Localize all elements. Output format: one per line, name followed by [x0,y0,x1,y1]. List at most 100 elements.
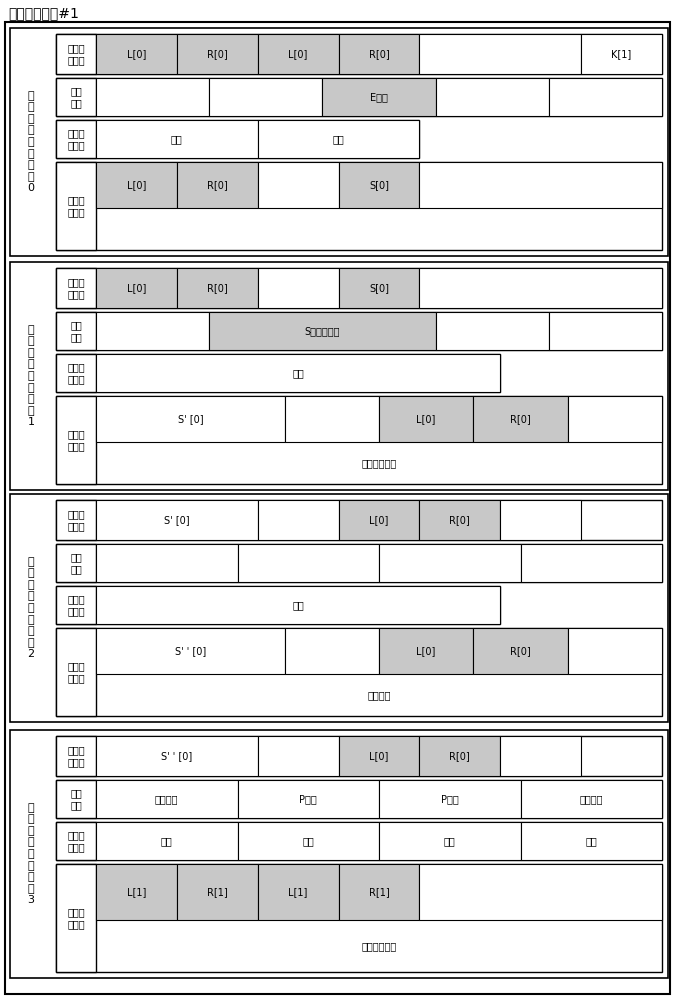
Bar [96,586,500,624]
Bar [96,120,258,158]
Bar [10,28,668,256]
Bar [500,736,581,776]
Bar [285,396,379,442]
Bar [258,268,339,308]
Bar [56,586,96,624]
Bar [56,312,662,350]
Text: 数据输
入单元: 数据输 入单元 [67,745,84,767]
Bar [96,78,209,116]
Bar [500,500,581,540]
Text: 算术逻
辑单元: 算术逻 辑单元 [67,594,84,616]
Bar [56,268,96,308]
Bar [10,494,668,722]
Bar [56,34,662,74]
Bar [96,822,237,860]
Bar [56,586,500,624]
Bar [56,628,662,716]
Text: S' ' [0]: S' ' [0] [162,751,193,761]
Text: 异或: 异或 [302,836,314,846]
Text: 置换
网络: 置换 网络 [70,86,82,108]
Bar [56,736,96,776]
Text: S[0]: S[0] [369,283,389,293]
Text: 直通: 直通 [161,836,172,846]
Bar [56,162,96,250]
Text: 异或: 异或 [333,134,345,144]
Bar [237,822,379,860]
Bar [258,500,339,540]
Text: R[0]: R[0] [207,180,228,190]
Bar [521,544,662,582]
Bar [56,354,96,392]
Text: L[0]: L[0] [416,646,436,656]
Bar [177,268,258,308]
Bar [322,78,435,116]
Text: 可
重
构
阵
列
运
算
行
3: 可 重 构 阵 列 运 算 行 3 [28,803,34,905]
Bar [10,262,668,490]
Text: 输出到下一行: 输出到下一行 [362,941,397,951]
Bar [56,34,96,74]
Text: K[1]: K[1] [612,49,631,59]
Text: 输出用于查表: 输出用于查表 [362,458,397,468]
Bar [56,78,662,116]
Bar [419,864,662,920]
Bar [96,354,500,392]
Bar [56,396,662,484]
Text: 置换
网络: 置换 网络 [70,552,82,574]
Text: 数据输
出单元: 数据输 出单元 [67,661,84,683]
Text: 置换
网络: 置换 网络 [70,788,82,810]
Bar [56,544,96,582]
Text: 算术逻
辑单元: 算术逻 辑单元 [67,830,84,852]
Text: R[0]: R[0] [510,646,531,656]
Text: R[0]: R[0] [450,751,470,761]
Bar [521,780,662,818]
Bar [96,780,237,818]
Bar [56,628,96,716]
Bar [339,162,419,208]
Bar [339,268,419,308]
Bar [96,396,285,442]
Text: 可
重
构
阵
列
运
算
行
1: 可 重 构 阵 列 运 算 行 1 [28,325,34,427]
Bar [258,864,339,920]
Text: 数据输
入单元: 数据输 入单元 [67,277,84,299]
Bar [339,34,419,74]
Bar [56,312,96,350]
Text: 直通: 直通 [171,134,183,144]
Text: 可
重
构
阵
列
运
算
行
2: 可 重 构 阵 列 运 算 行 2 [28,557,34,659]
Bar [177,162,258,208]
Bar [96,312,209,350]
Bar [419,34,581,74]
Bar [56,864,662,972]
Text: L[1]: L[1] [126,887,146,897]
Text: S盒地址移位: S盒地址移位 [305,326,340,336]
Bar [568,396,662,442]
Bar [56,120,96,158]
Text: L[0]: L[0] [416,414,436,424]
Bar [258,162,339,208]
Text: 可重构阵列块#1: 可重构阵列块#1 [8,6,79,20]
Bar [56,162,662,250]
Bar [56,500,96,540]
Bar [379,780,521,818]
Bar [379,396,473,442]
Bar [96,864,177,920]
Text: 查表输出: 查表输出 [367,690,391,700]
Text: 数据输
入单元: 数据输 入单元 [67,509,84,531]
Text: L[0]: L[0] [126,49,146,59]
Bar [258,736,339,776]
Bar [96,162,177,208]
Bar [209,78,322,116]
Bar [56,864,96,972]
Bar [435,312,549,350]
Bar [56,354,500,392]
Bar [419,736,500,776]
Text: S' [0]: S' [0] [164,515,190,525]
Text: L[0]: L[0] [126,283,146,293]
Bar [339,864,419,920]
Bar [10,730,668,978]
Bar [258,120,419,158]
Bar [258,34,339,74]
Text: S' ' [0]: S' ' [0] [174,646,206,656]
Bar [56,500,662,540]
Bar [549,78,662,116]
Text: R[0]: R[0] [510,414,531,424]
